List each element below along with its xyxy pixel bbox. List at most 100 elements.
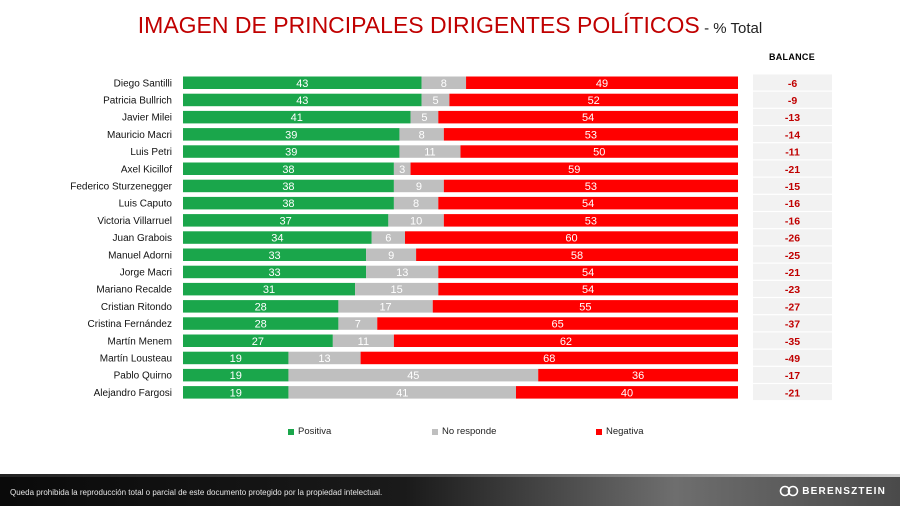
- bar-segment: [183, 386, 289, 399]
- data-label: 40: [621, 387, 633, 399]
- brand-name: BERENSZTEIN: [802, 485, 886, 497]
- balance-value: -21: [785, 387, 800, 399]
- legend-item-negativa: Negativa: [596, 426, 644, 437]
- category-label: Cristina Fernández: [88, 319, 172, 330]
- bar-segment: [183, 128, 400, 141]
- data-label: 19: [230, 370, 242, 382]
- bar-segment: [338, 300, 433, 313]
- data-label: 9: [388, 250, 394, 262]
- data-label: 3: [399, 164, 405, 176]
- bar-segment: [388, 214, 444, 227]
- bar-segment: [183, 162, 394, 175]
- category-label: Diego Santilli: [114, 78, 172, 89]
- brand-logo: BERENSZTEIN: [779, 485, 886, 497]
- chart-title-main: IMAGEN DE PRINCIPALES DIRIGENTES POLÍTIC…: [137, 12, 700, 38]
- data-label: 53: [585, 215, 597, 227]
- data-label: 11: [424, 147, 435, 159]
- data-label: 8: [441, 78, 447, 90]
- bar-segment: [355, 282, 439, 296]
- data-label: 45: [407, 370, 419, 382]
- data-label: 28: [255, 319, 267, 331]
- balance-cell: [753, 108, 832, 125]
- category-label: Federico Sturzenegger: [70, 181, 172, 192]
- data-label: 49: [596, 78, 608, 90]
- category-label: Mauricio Macri: [107, 130, 172, 141]
- data-label: 33: [268, 267, 280, 279]
- balance-cell: [753, 160, 832, 177]
- bar-segment: [183, 351, 289, 365]
- balance-cell: [753, 74, 832, 91]
- bar-segment: [183, 334, 333, 347]
- bar-segment: [443, 179, 738, 193]
- data-label: 5: [432, 95, 438, 107]
- data-label: 52: [588, 95, 600, 107]
- data-label: 68: [543, 353, 555, 365]
- balance-cell: [753, 263, 832, 280]
- category-label: Victoria Villarruel: [97, 216, 172, 227]
- bar-segment: [183, 317, 339, 330]
- bar-segment: [366, 265, 439, 279]
- category-label: Juan Grabois: [113, 233, 172, 244]
- bar-segment: [183, 248, 367, 261]
- data-label: 33: [268, 250, 280, 262]
- brand-mark-icon: [779, 485, 799, 497]
- data-label: 13: [318, 353, 330, 365]
- bar-segment: [393, 196, 439, 210]
- bar-segment: [399, 145, 461, 158]
- bar-segment: [405, 231, 738, 244]
- data-label: 36: [632, 370, 644, 382]
- data-label: 54: [582, 267, 594, 279]
- chart-title-sub: - % Total: [704, 20, 763, 37]
- data-label: 7: [355, 319, 361, 331]
- balance-cell: [753, 143, 832, 160]
- legend-swatch-no-responde: [432, 428, 438, 435]
- category-label: Jorge Macri: [120, 267, 172, 278]
- bar-segment: [183, 231, 372, 244]
- bar-segment: [410, 162, 738, 175]
- balance-header: BALANCE: [768, 52, 816, 62]
- balance-cell: [753, 194, 832, 211]
- bar-segment: [466, 76, 738, 89]
- balance-value: -27: [785, 301, 800, 313]
- data-label: 8: [419, 129, 425, 141]
- bar-segment: [438, 282, 738, 296]
- balance-cell: [753, 126, 832, 143]
- data-label: 10: [410, 215, 422, 227]
- category-label: Pablo Quirno: [114, 371, 173, 382]
- legend-item-no-responde: No responde: [432, 426, 496, 437]
- data-label: 27: [252, 336, 264, 348]
- legend-label-positiva: Positiva: [298, 426, 332, 437]
- data-label: 8: [413, 198, 419, 210]
- data-label: 38: [282, 164, 294, 176]
- data-label: 54: [582, 198, 594, 210]
- data-label: 50: [593, 147, 605, 159]
- bar-segment: [421, 93, 450, 107]
- chart-title: IMAGEN DE PRINCIPALES DIRIGENTES POLÍTIC…: [0, 12, 900, 39]
- data-label: 54: [582, 284, 594, 296]
- balance-cell: [753, 91, 832, 108]
- balance-value: -14: [785, 129, 800, 141]
- category-label: Alejandro Fargosi: [94, 388, 172, 399]
- data-label: 60: [565, 233, 577, 245]
- balance-value: -26: [785, 233, 800, 245]
- data-label: 55: [579, 301, 591, 313]
- bar-segment: [183, 76, 422, 89]
- balance-cell: [753, 384, 832, 401]
- data-label: 43: [296, 95, 308, 107]
- bar-segment: [438, 110, 738, 124]
- data-label: 53: [585, 181, 597, 193]
- data-label: 5: [421, 112, 427, 124]
- bar-segment: [393, 162, 411, 175]
- balance-value: -16: [785, 198, 800, 210]
- data-label: 9: [416, 181, 422, 193]
- data-label: 17: [379, 301, 391, 313]
- category-label: Javier Milei: [122, 113, 172, 124]
- data-label: 39: [285, 129, 297, 141]
- data-label: 11: [358, 336, 369, 348]
- category-label: Mariano Recalde: [96, 285, 172, 296]
- legend-label-negativa: Negativa: [606, 426, 644, 437]
- balance-value: -21: [785, 164, 800, 176]
- bar-segment: [416, 248, 738, 261]
- balance-cell: [753, 349, 832, 366]
- data-label: 15: [391, 284, 403, 296]
